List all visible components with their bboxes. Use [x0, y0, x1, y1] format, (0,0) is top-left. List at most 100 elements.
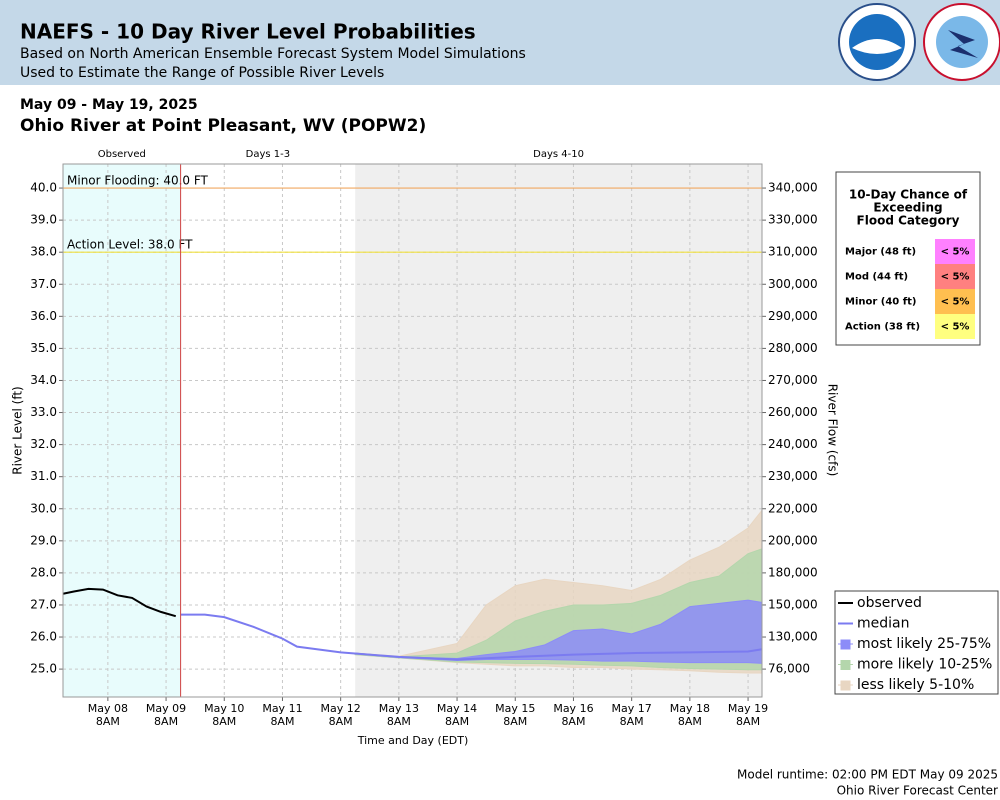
x-tick-label: May 17 — [612, 702, 652, 715]
y-axis-label: River Level (ft) — [11, 386, 25, 474]
legend-box — [834, 590, 999, 695]
y2-tick-label: 180,000 — [768, 565, 818, 579]
series-line — [180, 613, 763, 661]
footer-runtime: Model runtime: 02:00 PM EDT May 09 2025 — [737, 768, 998, 782]
y-tick-label: 39.0 — [30, 213, 57, 227]
x-tick-sublabel: 8AM — [96, 715, 120, 728]
x-tick-label: May 14 — [437, 702, 477, 715]
x-tick-label: May 08 — [88, 702, 128, 715]
x-tick-sublabel: 8AM — [736, 715, 760, 728]
y-tick-label: 30.0 — [30, 501, 57, 515]
y2-tick-label: 340,000 — [768, 181, 818, 195]
table-row-label: Mod (44 ft) — [845, 272, 908, 283]
x-tick-sublabel: 8AM — [387, 715, 411, 728]
table-cell-text: < 5% — [941, 272, 970, 283]
legend-label: observed — [857, 595, 922, 611]
y-tick-label: 26.0 — [30, 630, 57, 644]
x-axis-label: Time and Day (EDT) — [357, 734, 469, 747]
plot-frame — [62, 163, 763, 698]
table-cell-text: < 5% — [941, 247, 970, 258]
y2-tick-label: 280,000 — [768, 341, 818, 355]
table-title: Exceeding — [873, 201, 942, 215]
x-tick-sublabel: 8AM — [678, 715, 702, 728]
x-tick-label: May 11 — [262, 702, 302, 715]
table-cell — [935, 239, 975, 264]
y2-tick-label: 220,000 — [768, 501, 818, 515]
region-label: Days 1-3 — [246, 149, 290, 160]
header-subtitle: Based on North American Ensemble Forecas… — [20, 46, 526, 62]
table-cell-text: < 5% — [941, 322, 970, 333]
y-tick-label: 31.0 — [30, 469, 57, 483]
legend: observed median most likely 25-75% more lik… — [834, 590, 999, 695]
y-tick-label: 32.0 — [30, 437, 57, 451]
region-label: Observed — [98, 149, 146, 160]
y-tick-label: 36.0 — [30, 309, 57, 323]
y2-tick-label: 310,000 — [768, 245, 818, 259]
y2-tick-label: 260,000 — [768, 405, 818, 419]
legend-label: more likely 10-25% — [857, 657, 992, 673]
table-row-label: Minor (40 ft) — [845, 297, 916, 308]
y2-tick-label: 290,000 — [768, 309, 818, 323]
table-row-label: Action (38 ft) — [845, 322, 920, 333]
y-tick-label: 33.0 — [30, 405, 57, 419]
y-tick-label: 34.0 — [30, 373, 57, 387]
y2-tick-label: 230,000 — [768, 469, 818, 483]
noaa-logo — [838, 3, 916, 81]
y2-axis-label: River Flow (cfs) — [826, 384, 840, 477]
y-tick-label: 35.0 — [30, 341, 57, 355]
table-title: Flood Category — [857, 214, 960, 228]
y-tick-label: 38.0 — [30, 245, 57, 259]
y2-tick-label: 150,000 — [768, 597, 818, 611]
x-tick-label: May 09 — [146, 702, 186, 715]
y-tick-label: 25.0 — [30, 662, 57, 676]
y2-tick-label: 300,000 — [768, 277, 818, 291]
legend-label: median — [857, 616, 909, 632]
table-row-label: Major (48 ft) — [845, 247, 916, 258]
y2-tick-label: 76,000 — [768, 662, 810, 676]
region-label: Days 4-10 — [533, 149, 584, 160]
y2-tick-label: 270,000 — [768, 373, 818, 387]
y-tick-label: 37.0 — [30, 277, 57, 291]
table-cell — [935, 264, 975, 289]
x-tick-sublabel: 8AM — [561, 715, 585, 728]
x-tick-label: May 16 — [553, 702, 593, 715]
header-subtitle: Used to Estimate the Range of Possible R… — [20, 65, 384, 81]
y-tick-label: 27.0 — [30, 597, 57, 611]
header-band — [0, 0, 1000, 85]
y-tick-label: 40.0 — [30, 181, 57, 195]
x-tick-label: May 13 — [379, 702, 419, 715]
x-tick-sublabel: 8AM — [270, 715, 294, 728]
y2-tick-label: 240,000 — [768, 437, 818, 451]
y2-tick-label: 330,000 — [768, 213, 818, 227]
x-tick-sublabel: 8AM — [212, 715, 236, 728]
y2-tick-label: 130,000 — [768, 630, 818, 644]
header-title: NAEFS - 10 Day River Level Probabilities — [20, 20, 476, 44]
nws-logo — [923, 3, 1000, 81]
date-range: May 09 - May 19, 2025 — [20, 97, 198, 113]
station-name: Ohio River at Point Pleasant, WV (POPW2) — [20, 116, 426, 136]
y2-tick-label: 200,000 — [768, 533, 818, 547]
table-cell-text: < 5% — [941, 297, 970, 308]
footer-center: Ohio River Forecast Center — [837, 784, 998, 798]
x-tick-label: May 18 — [670, 702, 710, 715]
region — [180, 164, 356, 697]
x-tick-label: May 12 — [321, 702, 361, 715]
series-line — [62, 587, 177, 618]
x-tick-sublabel: 8AM — [503, 715, 527, 728]
x-tick-sublabel: 8AM — [445, 715, 469, 728]
x-tick-sublabel: 8AM — [154, 715, 178, 728]
y-tick-label: 28.0 — [30, 565, 57, 579]
table-cell — [935, 314, 975, 339]
legend-label: most likely 25-75% — [857, 636, 991, 652]
x-tick-label: May 15 — [495, 702, 535, 715]
legend-label: less likely 5-10% — [857, 677, 974, 693]
table-cell — [935, 289, 975, 314]
x-tick-sublabel: 8AM — [620, 715, 644, 728]
region — [63, 164, 181, 697]
y-tick-label: 29.0 — [30, 533, 57, 547]
x-tick-label: May 19 — [728, 702, 768, 715]
x-tick-label: May 10 — [204, 702, 244, 715]
